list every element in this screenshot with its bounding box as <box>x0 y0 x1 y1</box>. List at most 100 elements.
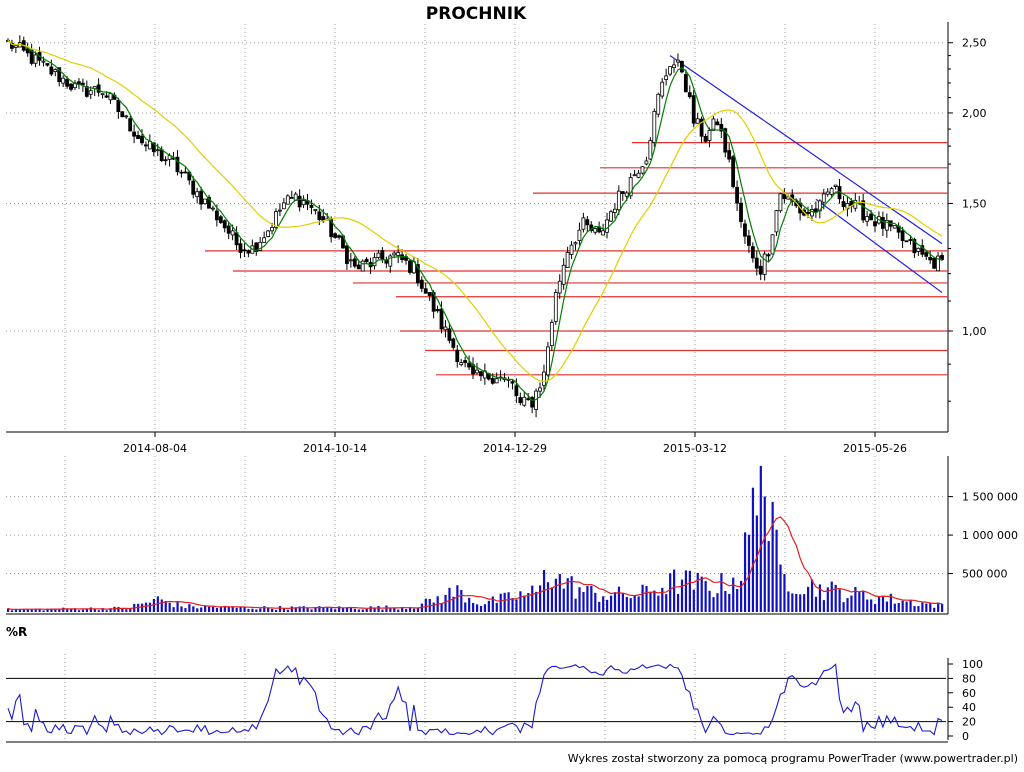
volume-bar <box>38 608 41 612</box>
candle-body <box>179 171 184 174</box>
candle-body <box>69 83 73 90</box>
volume-bar <box>357 609 360 612</box>
candle-body <box>766 254 771 257</box>
candle-body <box>869 213 873 221</box>
volume-bar <box>684 570 688 612</box>
candle-body <box>892 225 897 229</box>
volume-bar <box>519 591 522 612</box>
volume-bar <box>274 609 278 612</box>
candle-body <box>750 246 755 259</box>
candle-body <box>490 378 495 384</box>
candle-body <box>427 292 432 296</box>
volume-bar <box>621 593 624 612</box>
volume-bar <box>334 609 337 612</box>
candle-body <box>656 93 661 115</box>
volume-bar <box>743 532 747 612</box>
candle-body <box>778 193 783 212</box>
volume-bar <box>148 602 152 612</box>
candle-body <box>108 93 113 101</box>
volume-bar <box>42 610 45 612</box>
price-tick-label: 2,50 <box>962 37 987 50</box>
candle-body <box>29 49 34 64</box>
chart-title: PROCHNIK <box>426 4 527 24</box>
candle-body <box>549 322 554 347</box>
candle-body <box>258 241 263 251</box>
candle-body <box>758 265 763 275</box>
williams-tick-label: 40 <box>962 701 976 714</box>
volume-bar <box>464 602 467 612</box>
volume-bar <box>787 591 790 612</box>
date-tick-label: 2015-05-26 <box>843 442 907 455</box>
volume-bar <box>408 607 412 612</box>
candle-body <box>136 134 140 140</box>
volume-bar <box>617 586 621 612</box>
volume-bar <box>306 608 309 612</box>
volume-bar <box>121 608 124 612</box>
candle-body <box>845 202 850 210</box>
volume-bar <box>401 607 404 612</box>
volume-bar <box>854 586 857 612</box>
volume-bar <box>657 595 660 612</box>
volume-bar <box>345 607 349 612</box>
volume-bar <box>440 603 443 612</box>
volume-bar <box>523 595 526 612</box>
volume-bar <box>322 607 325 612</box>
candle-body <box>920 245 925 255</box>
volume-bar <box>7 608 10 612</box>
candle-body <box>873 221 877 227</box>
volume-bar <box>692 589 695 612</box>
volume-bar <box>554 578 557 612</box>
volume-bar <box>227 606 230 612</box>
williams-tick-label: 60 <box>962 687 976 700</box>
candle-body <box>301 200 306 206</box>
volume-bar <box>661 587 664 612</box>
volume-bar <box>917 606 920 612</box>
volume-bar <box>495 602 498 612</box>
volume-bar <box>586 585 589 612</box>
volume-bar <box>641 584 644 612</box>
volume-bar <box>416 608 420 612</box>
volume-bar <box>925 603 928 612</box>
volume-bar <box>625 596 628 612</box>
volume-bar <box>810 579 814 612</box>
price-tick-label: 1,00 <box>962 325 987 338</box>
volume-bar <box>397 609 400 612</box>
candle-body <box>396 252 401 256</box>
candle-body <box>581 217 586 230</box>
volume-bar <box>405 608 408 612</box>
volume-bar <box>338 606 341 612</box>
date-tick-label: 2014-12-29 <box>483 442 547 455</box>
volume-bar <box>830 581 833 612</box>
volume-bar <box>381 609 384 612</box>
volume-bar <box>66 608 69 612</box>
volume-bar <box>109 608 112 612</box>
candle-body <box>601 230 605 236</box>
volume-bar <box>330 608 333 612</box>
candle-body <box>609 211 613 222</box>
volume-bar <box>712 597 715 612</box>
williams-line <box>7 663 943 736</box>
volume-tick-label: 1 000 000 <box>962 529 1018 542</box>
volume-bar <box>728 593 731 612</box>
volume-bar <box>885 601 889 612</box>
candle-body <box>159 149 164 161</box>
candle-body <box>695 118 700 124</box>
volume-bar <box>499 593 502 612</box>
volume-bar <box>160 599 163 612</box>
volume-bar <box>633 595 636 612</box>
volume-bar <box>629 598 632 612</box>
candle-body <box>53 69 58 72</box>
volume-bar <box>385 605 388 612</box>
candle-body <box>218 216 223 223</box>
volume-bar <box>921 602 924 612</box>
candle-body <box>762 253 767 275</box>
candle-body <box>10 42 14 49</box>
volume-bar <box>298 606 301 612</box>
candle-body <box>660 81 665 97</box>
candle-body <box>900 230 905 242</box>
candle-body <box>419 279 424 289</box>
volume-bar <box>341 608 345 612</box>
candle-body <box>151 142 156 153</box>
candle-body <box>211 207 215 210</box>
